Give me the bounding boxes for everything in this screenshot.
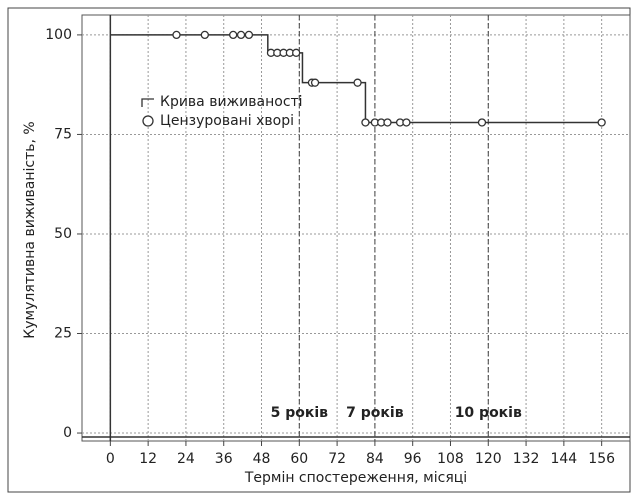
x-tick-label: 72 — [328, 451, 346, 467]
legend-label: Цензуровані хворі — [160, 113, 294, 129]
x-tick-label: 0 — [106, 451, 115, 467]
censored-point — [361, 118, 370, 127]
x-tick-label: 144 — [550, 451, 577, 467]
x-tick-label: 36 — [215, 451, 233, 467]
censored-point — [383, 118, 392, 127]
censored-point — [402, 118, 411, 127]
censored-point — [200, 30, 209, 40]
survival-curve — [110, 34, 602, 124]
censored-point — [353, 78, 362, 87]
censored-point — [597, 118, 606, 127]
y-axis-label: Кумулятивна виживаність, % — [22, 121, 38, 338]
x-tick-label: 120 — [475, 451, 502, 467]
x-tick-label: 60 — [290, 451, 308, 467]
plot-area — [81, 14, 631, 442]
x-tick-label: 24 — [177, 451, 195, 467]
x-tick-label: 12 — [139, 451, 157, 467]
censored-point — [244, 30, 254, 40]
censored-point — [229, 30, 238, 40]
reference-label: 7 років — [346, 405, 404, 421]
legend-symbol — [142, 115, 154, 127]
reference-label: 5 років — [271, 405, 329, 421]
censored-point — [172, 30, 181, 40]
x-tick-label: 132 — [513, 451, 540, 467]
x-tick-label: 96 — [404, 451, 422, 467]
x-tick-label: 48 — [253, 451, 271, 467]
censored-point — [310, 78, 320, 87]
censored-point — [236, 30, 246, 40]
reference-label: 10 років — [455, 405, 522, 421]
x-axis-label: Термін спостереження, місяці — [244, 470, 467, 486]
censored-point — [477, 118, 487, 127]
y-tick-label: 0 — [63, 425, 72, 441]
x-tick-label: 156 — [588, 451, 615, 467]
legend-label: Крива виживаності — [160, 94, 303, 110]
y-tick-label: 25 — [54, 326, 72, 342]
x-tick-label: 108 — [437, 451, 464, 467]
censored-point — [292, 48, 301, 57]
y-tick-label: 75 — [54, 126, 72, 142]
y-tick-label: 100 — [45, 27, 72, 43]
legend-symbol — [141, 98, 154, 107]
x-tick-label: 84 — [366, 451, 384, 467]
y-tick-label: 50 — [54, 226, 72, 242]
